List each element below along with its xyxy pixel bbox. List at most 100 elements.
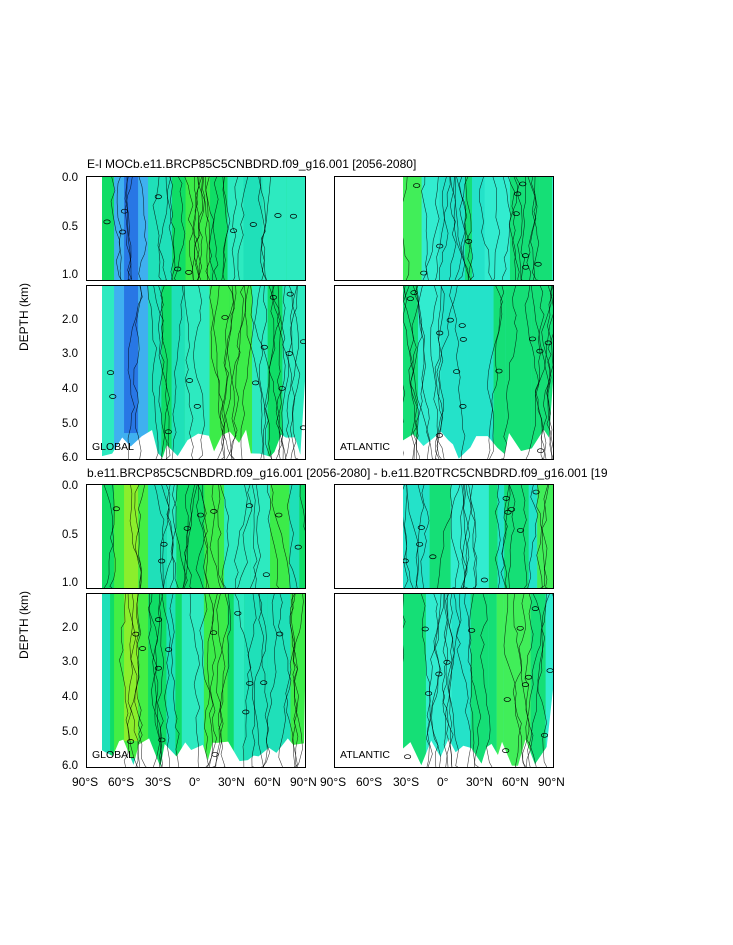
contour-line — [195, 485, 208, 588]
contour-band — [403, 177, 422, 280]
ytick-top-lower-2: 4.0 — [62, 383, 78, 395]
contour-line — [217, 485, 225, 588]
contour-line — [445, 594, 459, 767]
contour-zero-label — [459, 404, 467, 409]
ytick-top-upper-1: 0.5 — [62, 221, 78, 233]
contour-band — [267, 286, 283, 459]
contour-zero-label — [249, 222, 257, 227]
contour-line — [289, 286, 301, 459]
contour-zero-label — [164, 429, 172, 435]
contour-line — [442, 594, 453, 767]
contour-line — [299, 485, 305, 531]
contour-zero-label — [446, 317, 454, 323]
contour-zero-label — [502, 748, 510, 753]
contour-line — [184, 485, 195, 588]
xtick-left-6: 90°N — [290, 775, 317, 789]
contour-line — [154, 485, 165, 588]
contour-zero-label — [532, 489, 540, 495]
contour-line — [527, 485, 539, 588]
contour-plot — [102, 594, 305, 767]
contour-line — [456, 177, 472, 280]
contour-line — [214, 594, 232, 767]
contour-line — [411, 286, 431, 459]
contour-plot — [335, 485, 553, 588]
contour-line — [275, 286, 286, 459]
bottom-depth-axis-label: DEPTH (km) — [17, 591, 31, 659]
contour-line — [421, 177, 428, 280]
contour-zero-label — [544, 340, 552, 346]
contour-zero-label — [465, 239, 473, 244]
contour-line — [182, 485, 198, 588]
contour-zero-label — [289, 213, 298, 219]
contour-band — [270, 485, 290, 588]
contour-line — [501, 286, 518, 459]
contour-line — [271, 286, 293, 459]
contour-line — [221, 286, 235, 459]
contour-zero-label — [193, 403, 201, 409]
ytick-bottom-upper-0: 0.0 — [62, 480, 78, 492]
contour-zero-label — [285, 351, 293, 356]
contour-line — [237, 177, 249, 280]
contour-band — [102, 485, 114, 588]
contour-line — [502, 177, 517, 280]
contour-line — [173, 177, 186, 280]
contour-line — [197, 177, 204, 280]
contour-zero-label — [521, 253, 529, 259]
contour-line — [169, 594, 180, 767]
contour-line — [480, 594, 493, 767]
contour-line — [458, 177, 469, 280]
contour-line — [403, 485, 409, 588]
contour-zero-label — [132, 631, 140, 637]
contour-line — [518, 594, 534, 767]
contour-zero-label — [406, 296, 414, 302]
contour-line — [103, 485, 115, 588]
contour-line — [537, 594, 550, 767]
contour-line — [446, 594, 462, 767]
contour-line — [412, 286, 426, 459]
contour-band — [250, 485, 271, 588]
contour-zero-label — [112, 506, 120, 512]
xtick-right-5: 60°N — [502, 775, 529, 789]
xtick-left-0: 90°S — [72, 775, 99, 789]
region-label-global-top: GLOBAL — [92, 441, 135, 453]
contour-line — [540, 485, 549, 588]
contour-band — [468, 485, 489, 588]
contour-line — [250, 485, 261, 588]
contour-zero-label — [537, 448, 545, 454]
contour-zero-label — [158, 558, 166, 564]
southern-ocean-core — [124, 485, 139, 588]
contour-zero-label — [210, 630, 218, 636]
xtick-right-1: 60°S — [356, 775, 383, 789]
contour-line — [291, 594, 299, 767]
land-mask — [335, 485, 403, 588]
contour-line — [184, 177, 203, 280]
contour-band — [158, 177, 173, 280]
contour-line — [403, 286, 420, 459]
contour-line — [479, 177, 493, 280]
contour-line — [508, 485, 516, 588]
contour-band — [210, 177, 228, 280]
contour-band — [484, 177, 510, 280]
contour-band — [528, 485, 538, 588]
contour-zero-label — [299, 425, 305, 431]
contour-line — [503, 594, 522, 767]
xtick-left-5: 60°N — [254, 775, 281, 789]
ytick-top-lower-4: 6.0 — [62, 452, 78, 464]
contour-line — [182, 485, 190, 588]
contour-zero-label — [103, 219, 111, 225]
contour-zero-label — [522, 264, 530, 270]
xtick-left-2: 30°S — [145, 775, 172, 789]
contour-line — [541, 286, 553, 459]
xtick-left-4: 30°N — [218, 775, 245, 789]
ytick-top-lower-0: 2.0 — [62, 314, 78, 326]
xtick-right-6: 90°N — [538, 775, 565, 789]
contour-line — [158, 177, 168, 280]
panel-bottom-atlantic-upper — [334, 484, 554, 589]
seafloor-mask — [403, 381, 553, 459]
contour-line — [202, 485, 209, 588]
contour-line — [525, 286, 545, 459]
contour-plot — [102, 286, 305, 459]
contour-line — [501, 177, 520, 280]
contour-line — [153, 286, 168, 459]
contour-band — [464, 177, 473, 280]
